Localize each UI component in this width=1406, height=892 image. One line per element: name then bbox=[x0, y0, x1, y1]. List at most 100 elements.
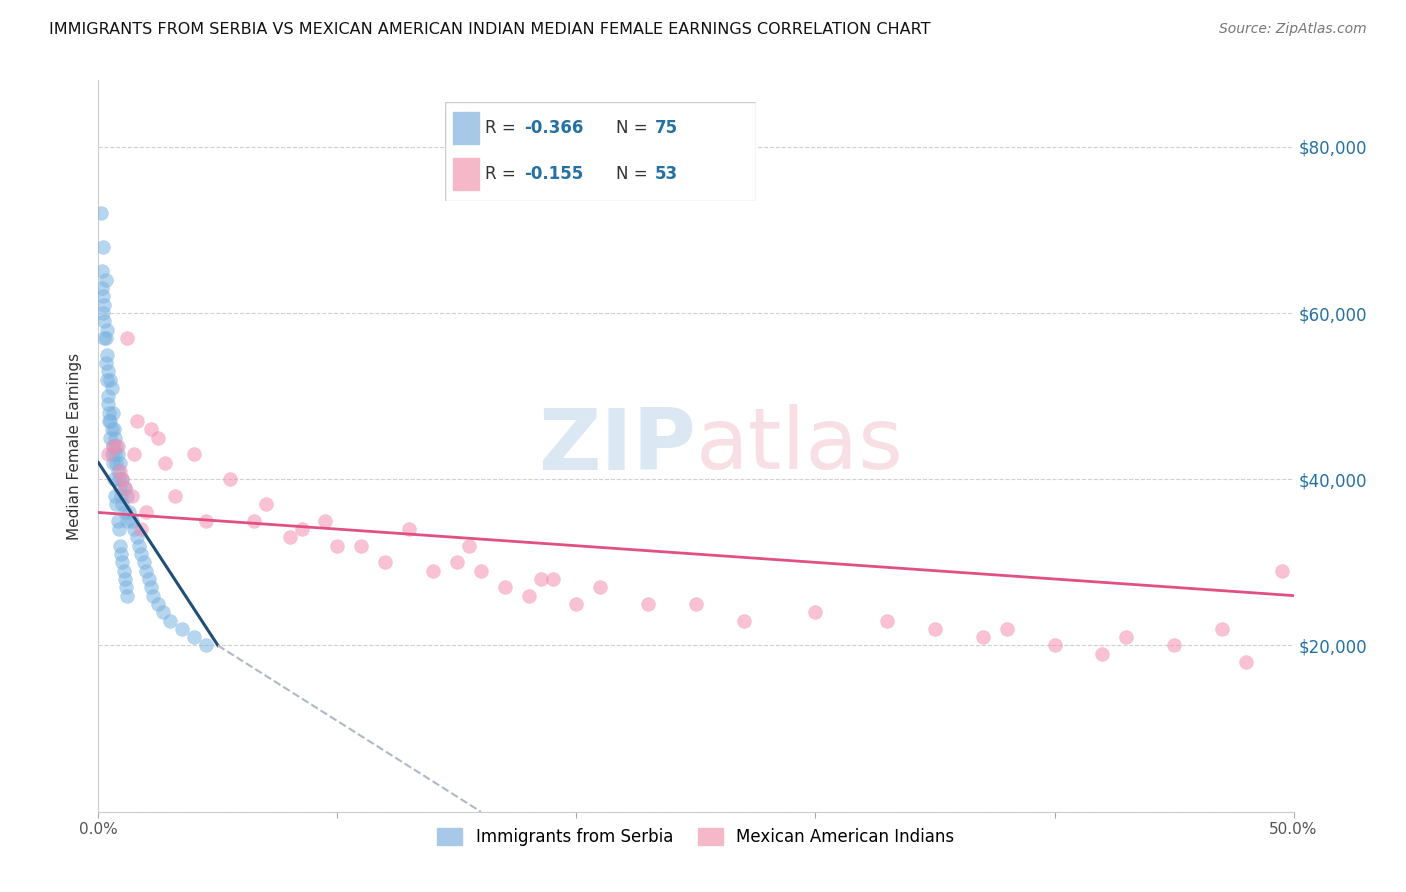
Point bbox=[111, 472, 134, 486]
Point bbox=[315, 514, 337, 528]
Point bbox=[183, 447, 205, 461]
Point bbox=[111, 497, 134, 511]
Point bbox=[530, 572, 553, 586]
Point bbox=[121, 489, 143, 503]
Point bbox=[139, 422, 162, 436]
Point bbox=[115, 589, 138, 603]
Point bbox=[243, 514, 266, 528]
Point bbox=[98, 431, 122, 445]
Point bbox=[138, 572, 160, 586]
Point bbox=[115, 514, 138, 528]
Point bbox=[108, 464, 131, 478]
Point bbox=[1271, 564, 1294, 578]
Point bbox=[219, 472, 242, 486]
Point bbox=[125, 530, 148, 544]
Point bbox=[97, 397, 120, 411]
Text: IMMIGRANTS FROM SERBIA VS MEXICAN AMERICAN INDIAN MEDIAN FEMALE EARNINGS CORRELA: IMMIGRANTS FROM SERBIA VS MEXICAN AMERIC… bbox=[49, 22, 931, 37]
Point bbox=[104, 489, 127, 503]
Point bbox=[155, 456, 177, 470]
Point bbox=[972, 630, 994, 644]
Point bbox=[91, 289, 114, 303]
Point bbox=[114, 481, 136, 495]
Point bbox=[107, 514, 129, 528]
Point bbox=[91, 264, 114, 278]
Point bbox=[103, 422, 125, 436]
Point bbox=[132, 555, 155, 569]
Point bbox=[96, 372, 118, 386]
Point bbox=[108, 456, 131, 470]
Point bbox=[135, 564, 157, 578]
Point bbox=[105, 497, 128, 511]
Point bbox=[374, 555, 396, 569]
Point bbox=[125, 414, 148, 428]
Text: atlas: atlas bbox=[696, 404, 904, 488]
Point bbox=[1043, 639, 1066, 653]
Point bbox=[110, 547, 132, 561]
Point bbox=[278, 530, 301, 544]
Point bbox=[94, 273, 117, 287]
Point bbox=[254, 497, 277, 511]
Point bbox=[100, 447, 122, 461]
Point bbox=[163, 489, 186, 503]
Point bbox=[924, 622, 946, 636]
Point bbox=[97, 389, 120, 403]
Point bbox=[121, 514, 143, 528]
Point bbox=[100, 422, 122, 436]
Point bbox=[114, 481, 136, 495]
Point bbox=[565, 597, 588, 611]
Point bbox=[112, 564, 135, 578]
Point bbox=[101, 439, 124, 453]
Point bbox=[107, 464, 129, 478]
Point bbox=[172, 622, 194, 636]
Point bbox=[98, 414, 122, 428]
Point bbox=[124, 447, 146, 461]
Point bbox=[131, 547, 153, 561]
Point bbox=[541, 572, 564, 586]
Y-axis label: Median Female Earnings: Median Female Earnings bbox=[67, 352, 83, 540]
Point bbox=[128, 539, 150, 553]
Point bbox=[195, 514, 218, 528]
Point bbox=[107, 447, 129, 461]
Point bbox=[148, 597, 170, 611]
Point bbox=[148, 431, 170, 445]
Point bbox=[1163, 639, 1185, 653]
Point bbox=[98, 406, 121, 420]
Point bbox=[1211, 622, 1233, 636]
Point bbox=[114, 506, 136, 520]
Point bbox=[104, 431, 127, 445]
Point bbox=[637, 597, 659, 611]
Text: Source: ZipAtlas.com: Source: ZipAtlas.com bbox=[1219, 22, 1367, 37]
Point bbox=[124, 522, 146, 536]
Point bbox=[111, 555, 134, 569]
Point bbox=[97, 447, 120, 461]
Point bbox=[326, 539, 349, 553]
Point bbox=[110, 489, 132, 503]
Point bbox=[91, 306, 114, 320]
Point bbox=[115, 580, 138, 594]
Point bbox=[589, 580, 612, 594]
Point bbox=[159, 614, 181, 628]
Point bbox=[183, 630, 205, 644]
Point bbox=[804, 605, 827, 619]
Text: ZIP: ZIP bbox=[538, 404, 696, 488]
Point bbox=[107, 439, 129, 453]
Point bbox=[1091, 647, 1114, 661]
Point bbox=[139, 580, 162, 594]
Point bbox=[115, 331, 138, 345]
Point bbox=[458, 539, 481, 553]
Point bbox=[685, 597, 707, 611]
Point bbox=[108, 481, 131, 495]
Point bbox=[105, 439, 128, 453]
Point bbox=[93, 331, 115, 345]
Point bbox=[93, 314, 115, 328]
Point bbox=[135, 506, 157, 520]
Point bbox=[98, 414, 121, 428]
Point bbox=[90, 206, 112, 220]
Point bbox=[1115, 630, 1137, 644]
Point bbox=[107, 522, 129, 536]
Point bbox=[108, 539, 131, 553]
Point bbox=[470, 564, 492, 578]
Point bbox=[111, 472, 134, 486]
Point bbox=[142, 589, 165, 603]
Point bbox=[105, 456, 128, 470]
